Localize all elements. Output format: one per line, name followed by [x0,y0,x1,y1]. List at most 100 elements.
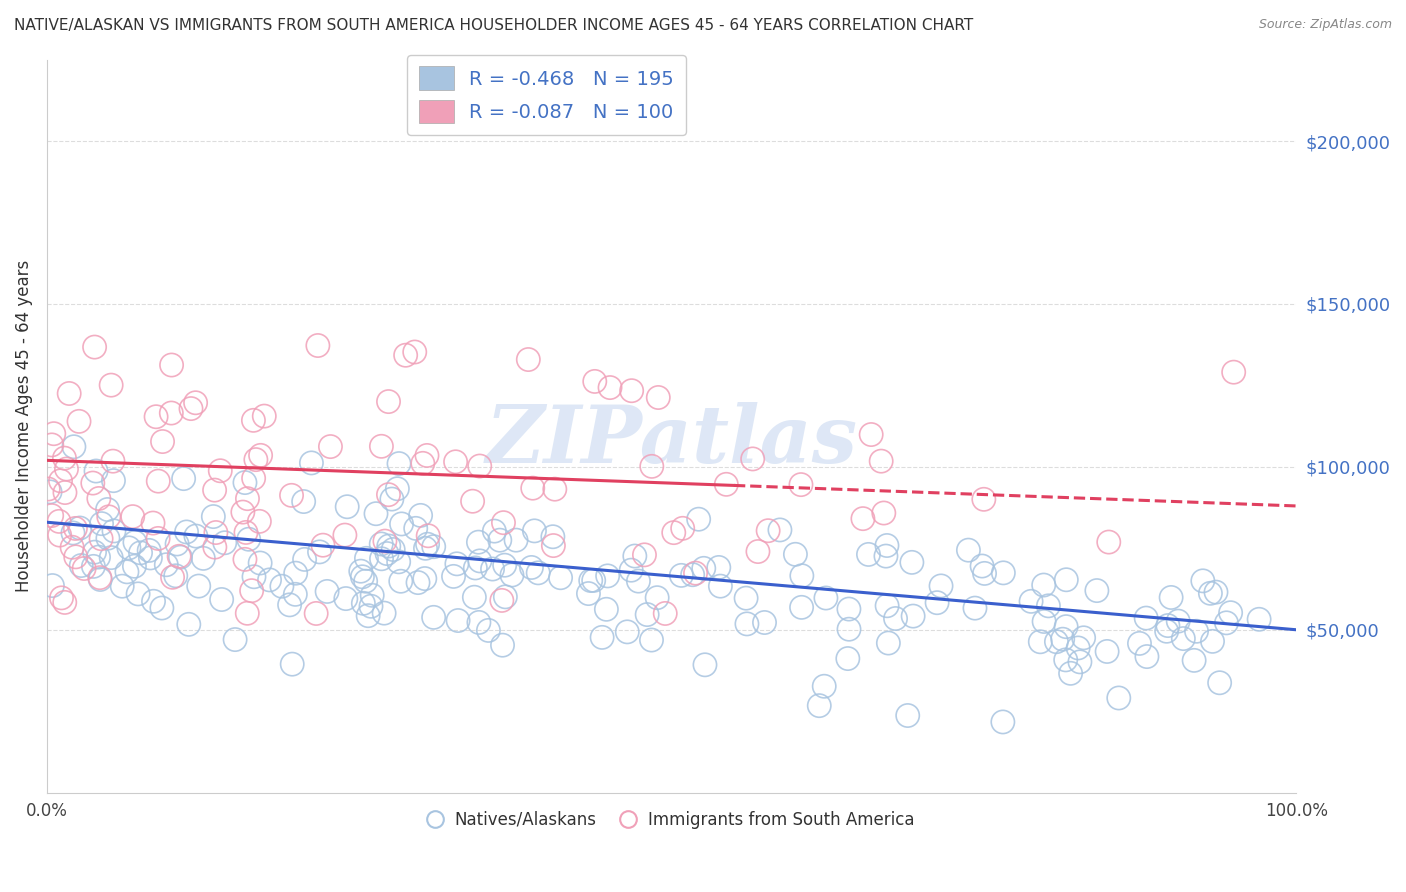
Point [477,624,499,638]
Point [148,474,170,488]
Point [103,524,125,538]
Point [388,457,411,471]
Point [124,559,146,574]
Point [235,525,257,540]
Point [224,632,246,647]
Point [1205,585,1227,599]
Point [97,509,120,524]
Point [838,602,860,616]
Point [180,401,202,416]
Point [53,485,76,500]
Point [364,507,387,521]
Point [1157,618,1180,632]
Point [69,521,91,535]
Point [671,568,693,582]
Point [873,506,896,520]
Point [1199,586,1222,600]
Point [769,523,792,537]
Point [1156,624,1178,639]
Point [1182,653,1205,667]
Point [884,611,907,625]
Point [735,616,758,631]
Point [155,558,177,572]
Point [49,474,72,488]
Point [620,563,643,577]
Point [1208,675,1230,690]
Point [233,552,256,566]
Point [579,574,602,588]
Point [640,633,662,648]
Legend: Natives/Alaskans, Immigrants from South America: Natives/Alaskans, Immigrants from South … [422,805,921,836]
Point [901,555,924,569]
Point [382,542,405,557]
Text: ZIPatlas: ZIPatlas [485,402,858,480]
Point [176,524,198,539]
Point [305,607,328,621]
Point [688,512,710,526]
Point [963,601,986,615]
Point [1059,666,1081,681]
Point [925,596,948,610]
Point [852,511,875,525]
Point [370,551,392,566]
Point [214,535,236,549]
Point [1185,624,1208,639]
Point [973,566,995,581]
Point [415,541,437,556]
Point [357,608,380,623]
Point [876,539,898,553]
Point [672,521,695,535]
Point [747,544,769,558]
Point [491,593,513,607]
Point [541,530,564,544]
Point [484,524,506,538]
Point [1128,636,1150,650]
Point [520,560,543,574]
Point [406,575,429,590]
Point [281,657,304,672]
Point [875,549,897,563]
Point [280,488,302,502]
Point [389,574,412,589]
Point [236,607,259,621]
Point [242,413,264,427]
Point [627,574,650,588]
Point [103,474,125,488]
Point [90,516,112,531]
Point [240,583,263,598]
Point [578,586,600,600]
Point [1095,644,1118,658]
Point [491,638,513,652]
Point [647,391,669,405]
Point [160,358,183,372]
Point [292,494,315,508]
Point [1045,634,1067,648]
Point [259,573,281,587]
Point [41,438,63,452]
Point [41,578,63,592]
Point [929,579,952,593]
Point [97,531,120,545]
Point [1136,649,1159,664]
Point [165,569,187,583]
Point [236,491,259,506]
Point [150,601,173,615]
Point [633,548,655,562]
Point [1222,365,1244,379]
Point [522,481,544,495]
Point [636,607,658,622]
Point [972,559,994,574]
Point [37,482,59,496]
Point [1085,583,1108,598]
Point [70,558,93,573]
Point [1098,535,1121,549]
Point [284,566,307,581]
Point [184,529,207,543]
Point [278,598,301,612]
Point [461,494,484,508]
Point [87,550,110,565]
Point [993,566,1015,580]
Point [620,384,643,398]
Point [173,472,195,486]
Point [169,550,191,565]
